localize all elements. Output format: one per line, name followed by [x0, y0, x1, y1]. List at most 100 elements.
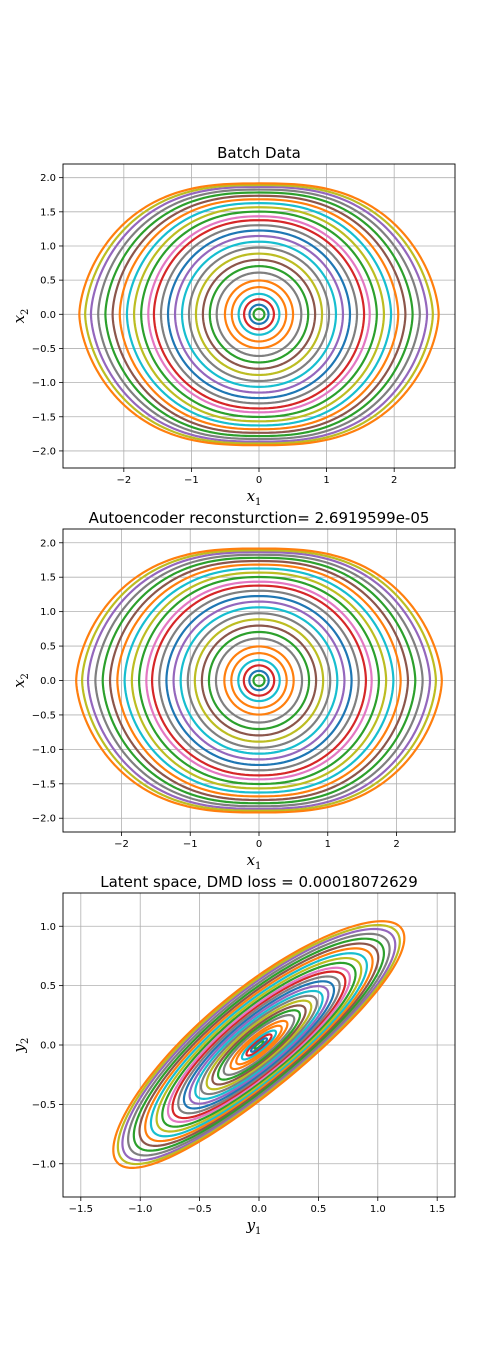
series-line — [104, 191, 414, 438]
x-tick-label: −1.5 — [69, 1204, 93, 1215]
series-line — [123, 567, 395, 794]
x-tick-label: −1 — [184, 475, 199, 486]
series-line — [165, 594, 353, 767]
x-tick-label: 0.0 — [251, 1204, 267, 1215]
series-line — [235, 1024, 283, 1066]
x-tick-label: −2 — [114, 839, 129, 850]
y-tick-label: 0.5 — [40, 981, 56, 992]
series-line — [140, 210, 378, 419]
y-tick-label: 1.5 — [40, 207, 56, 218]
series-line — [193, 618, 325, 743]
series-line — [180, 240, 338, 388]
y-tick-label: −1.5 — [32, 779, 56, 790]
series-line — [186, 612, 332, 749]
series-line — [75, 547, 443, 814]
x-tick-label: 0.5 — [310, 1204, 326, 1215]
series-line — [237, 292, 281, 336]
y-axis-label: y2 — [10, 1038, 31, 1054]
series-line — [132, 937, 386, 1152]
y-tick-label: 0.0 — [40, 676, 56, 687]
series-line — [249, 1037, 269, 1053]
series-line — [223, 279, 295, 350]
series-line — [214, 637, 304, 724]
y-tick-label: −1.0 — [32, 1159, 56, 1170]
y-tick-label: 0.0 — [40, 310, 56, 321]
series-line — [138, 575, 380, 786]
y-tick-label: −1.0 — [32, 378, 56, 389]
y-tick-label: −2.0 — [32, 814, 56, 825]
series-line — [223, 645, 295, 716]
y-tick-label: −0.5 — [32, 344, 56, 355]
series-line — [152, 219, 366, 410]
series-line — [150, 584, 368, 777]
y-tick-label: 0.5 — [40, 642, 56, 653]
y-tick-label: 1.0 — [40, 241, 56, 252]
x-tick-label: 1 — [325, 839, 331, 850]
x-axis-label: x1 — [247, 487, 262, 508]
y-tick-label: 1.0 — [40, 607, 56, 618]
series-line — [205, 999, 313, 1091]
series-line — [78, 182, 440, 447]
y-tick-label: 1.5 — [40, 573, 56, 584]
series-line — [116, 563, 402, 798]
x-tick-label: 1.0 — [370, 1204, 386, 1215]
chart-panel-2: −2 −1 0 1 2 −2.0 −1.5 −1.0 −0.5 0.0 0.5 1.0 1.5 2.0 Au… — [10, 509, 456, 872]
y-tick-label: 1.0 — [40, 922, 56, 933]
x-tick-label: −0.5 — [187, 1204, 211, 1215]
x-tick-label: −1 — [183, 839, 198, 850]
series-line — [147, 215, 371, 414]
y-tick-label: 0.5 — [40, 276, 56, 287]
series-line — [84, 183, 434, 445]
series-line — [166, 966, 351, 1123]
series-line — [116, 923, 401, 1166]
series-line — [118, 198, 400, 431]
y-tick-label: 2.0 — [40, 173, 56, 184]
series-line — [248, 669, 270, 692]
series-line — [201, 258, 317, 370]
series-line — [166, 229, 352, 400]
y-tick-label: 2.0 — [40, 538, 56, 549]
series-line — [222, 1014, 296, 1076]
series-line — [199, 994, 319, 1096]
x-tick-label: −1.0 — [128, 1204, 152, 1215]
x-tick-label: 0 — [256, 475, 262, 486]
series-line — [111, 194, 407, 434]
series-line — [179, 606, 339, 755]
series-line — [121, 927, 397, 1162]
series-line — [86, 551, 432, 810]
series-line — [161, 961, 357, 1128]
series-line — [130, 571, 388, 790]
series-line — [125, 202, 393, 427]
series-line — [132, 206, 386, 423]
series-line — [173, 234, 345, 394]
x-tick-label: 1.5 — [429, 1204, 445, 1215]
series-line — [112, 920, 406, 1169]
y-tick-label: −0.5 — [32, 710, 56, 721]
series-line — [81, 549, 437, 812]
series-line — [101, 556, 417, 805]
series-line — [253, 1040, 265, 1050]
series-line — [177, 975, 341, 1115]
series-line — [216, 1009, 302, 1081]
x-tick-label: 2 — [391, 475, 397, 486]
series-group — [75, 547, 443, 814]
series-line — [252, 673, 266, 688]
series-line — [145, 580, 373, 781]
chart-title: Latent space, DMD loss = 0.00018072629 — [100, 873, 418, 891]
y-axis-label: x2 — [10, 309, 31, 324]
x-tick-label: 1 — [323, 475, 329, 486]
series-line — [94, 553, 424, 808]
series-line — [155, 956, 363, 1133]
series-line — [194, 989, 324, 1100]
series-line — [158, 589, 360, 772]
series-line — [187, 246, 331, 383]
series-line — [240, 1029, 278, 1061]
series-line — [237, 658, 281, 703]
series-line — [149, 952, 368, 1138]
x-tick-label: 0 — [256, 839, 262, 850]
chart-panel-1: −2 −1 0 1 2 −2.0 −1.5 −1.0 −0.5 0.0 0.5 1.0 1.5 2.0 Ba… — [10, 144, 456, 508]
series-line — [138, 942, 380, 1147]
series-line — [207, 630, 311, 731]
